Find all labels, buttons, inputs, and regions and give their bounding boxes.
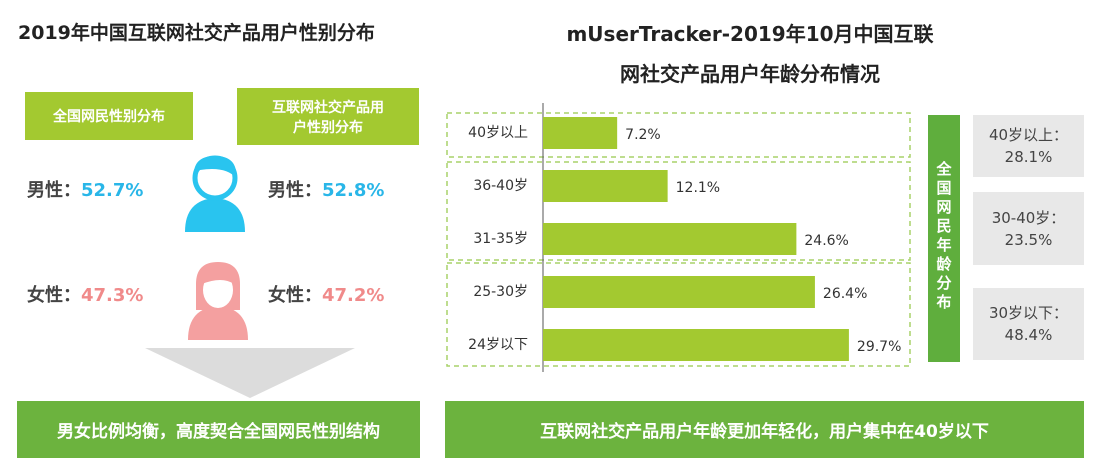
left-title: 2019年中国互联网社交产品用户性别分布 — [18, 22, 375, 44]
value-label: 24.6% — [804, 233, 848, 249]
bar — [543, 276, 815, 308]
header-box: 互联网社交产品用户性别分布 — [237, 88, 419, 145]
female-label: 女性：47.2% — [268, 281, 384, 307]
info-box: 30岁以下：48.4% — [973, 288, 1084, 360]
arrow — [145, 348, 355, 398]
label: 男性： — [27, 180, 81, 201]
bar — [543, 170, 668, 202]
value-label: 29.7% — [857, 339, 901, 355]
value: 52.7% — [81, 180, 144, 201]
female-icon — [188, 262, 248, 340]
conclusion: 男女比例均衡，高度契合全国网民性别结构 — [17, 401, 420, 458]
side-label: 全国网民年龄分布 — [936, 160, 952, 311]
value: 52.8% — [322, 180, 385, 201]
male-icon — [185, 155, 245, 232]
category-label: 40岁以上 — [468, 125, 528, 141]
value-label: 26.4% — [823, 286, 867, 302]
info-box: 40岁以上：28.1% — [973, 115, 1084, 177]
category-label: 31-35岁 — [473, 231, 528, 247]
header-box: 全国网民性别分布 — [25, 92, 193, 140]
bar — [543, 223, 797, 255]
category-label: 25-30岁 — [473, 284, 528, 300]
side-bar — [928, 115, 960, 362]
category-label: 36-40岁 — [473, 178, 528, 194]
category-label: 24岁以下 — [468, 337, 528, 353]
info-box: 30-40岁：23.5% — [973, 192, 1084, 265]
label: 女性： — [268, 285, 322, 306]
label: 女性： — [27, 285, 81, 306]
male-label: 男性：52.8% — [268, 176, 384, 202]
group-boxes — [446, 112, 911, 367]
value-label: 7.2% — [625, 127, 661, 143]
bar — [543, 329, 849, 361]
value-label: 12.1% — [676, 180, 720, 196]
label: 男性： — [268, 180, 322, 201]
conclusion: 互联网社交产品用户年龄更加年轻化，用户集中在40岁以下 — [445, 401, 1084, 458]
value: 47.2% — [322, 285, 385, 306]
bar — [543, 117, 618, 149]
male-label: 男性：52.7% — [27, 176, 143, 202]
female-label: 女性：47.3% — [27, 281, 143, 307]
chart-title: mUserTracker-2019年10月中国互联 网社交产品用户年龄分布情况 — [566, 22, 934, 86]
value: 47.3% — [81, 285, 144, 306]
